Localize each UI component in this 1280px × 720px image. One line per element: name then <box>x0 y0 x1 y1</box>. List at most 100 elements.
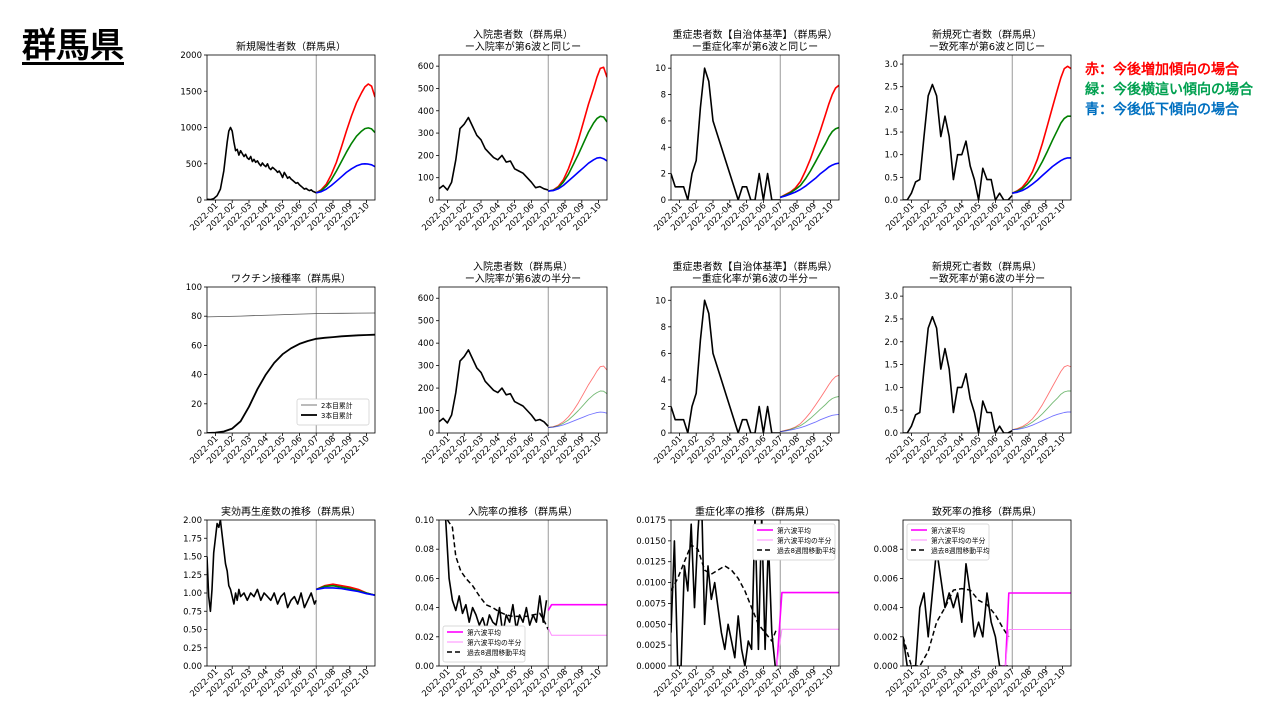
y-tick-label: 0.5 <box>884 173 898 183</box>
series-line-actual <box>439 349 549 427</box>
plot-frame <box>902 286 1072 434</box>
chart-deaths-same: 新規死亡者数（群馬県）ー致死率が第6波と同じー 0.0 0.5 1.0 1.5 2.0 2.… <box>884 28 1072 233</box>
legend-label: 2本目累計 <box>321 401 353 410</box>
y-tick-label: 100 <box>186 283 202 293</box>
chart-fatality-rate: 致死率の推移（群馬県）0.0000.0020.0040.0060.0082022… <box>874 505 1072 699</box>
plot-frame <box>670 54 840 201</box>
scenario-flat-label: 緑：今後横這い傾向の場合 <box>1085 82 1253 98</box>
chart-title: 致死率の推移（群馬県） <box>932 505 1042 518</box>
series-group <box>439 349 607 428</box>
y-tick-label: 0.0075 <box>636 599 666 609</box>
y-tick-label: 600 <box>418 294 434 304</box>
y-tick-label: 0 <box>429 429 434 439</box>
y-tick-label: 4 <box>661 376 666 386</box>
legend-box <box>296 398 370 426</box>
y-tick-label: 1000 <box>180 124 202 134</box>
chart-title: ー入院率が第6波と同じー <box>465 40 581 53</box>
y-tick-label: 2 <box>661 170 666 180</box>
series-line-decrease <box>316 587 375 596</box>
y-tick-label: 0.06 <box>415 574 434 584</box>
y-tick-label: 0.006 <box>874 574 898 584</box>
y-tick-label: 2.0 <box>884 105 898 115</box>
series-group <box>903 315 1071 433</box>
y-tick-label: 400 <box>418 339 434 349</box>
series-line-increase_light <box>1012 365 1071 431</box>
series-line-flat_light <box>780 396 839 433</box>
series-line-moving_avg <box>446 520 549 630</box>
series-line-moving_avg <box>671 544 778 642</box>
series-line-increase_light <box>780 374 839 433</box>
y-tick-label: 500 <box>186 160 202 170</box>
y-tick-label: 0 <box>197 429 202 439</box>
y-tick-label: 60 <box>191 341 202 351</box>
y-tick-label: 0.0 <box>884 429 898 439</box>
series-line-actual <box>439 116 549 191</box>
series-line-wave6 <box>1002 592 1071 666</box>
series-line-increase <box>548 66 607 192</box>
series-group <box>207 83 375 200</box>
legend-label: 第六波平均 <box>931 526 965 535</box>
chart-title: ー致死率が第6波と同じー <box>929 40 1045 53</box>
series-line-actual <box>903 315 1013 433</box>
scenario-increase-label: 赤：今後増加傾向の場合 <box>1085 62 1239 78</box>
series-group <box>207 312 375 433</box>
y-tick-label: 80 <box>191 312 202 322</box>
plot-frame <box>902 519 1072 667</box>
y-tick-label: 0.50 <box>183 626 202 636</box>
y-tick-label: 100 <box>418 407 434 417</box>
series-group <box>444 520 607 636</box>
y-tick-label: 0 <box>197 196 202 206</box>
plot-frame <box>438 54 608 201</box>
y-tick-label: 1.5 <box>884 361 898 371</box>
legend-label: 第六波平均 <box>777 526 811 535</box>
legend-label: 第六波平均の半分 <box>467 638 522 647</box>
series-group <box>671 67 839 200</box>
y-tick-label: 3.0 <box>884 60 898 70</box>
plot-frame <box>670 519 840 667</box>
series-line-increase <box>315 83 375 194</box>
series-group <box>439 66 607 192</box>
chart-rt: 実効再生産数の推移（群馬県） 0.00 0.25 0.50 0.75 1.00 1.25 1.… <box>183 505 376 699</box>
series-line-actual <box>903 83 1013 200</box>
legend-box <box>906 523 990 561</box>
chart-title: 入院率の推移（群馬県） <box>468 505 578 518</box>
series-line-decrease <box>1012 157 1071 194</box>
y-tick-label: 0.0025 <box>636 641 666 651</box>
y-tick-label: 0.0100 <box>636 579 666 589</box>
chart-new-cases: 新規陽性者数（群馬県）05001000150020002022-012022-0… <box>180 40 376 233</box>
y-tick-label: 500 <box>418 84 434 94</box>
series-line-flat_light <box>1012 390 1071 431</box>
series-line-moving_avg <box>903 587 1010 666</box>
y-tick-label: 0 <box>429 196 434 206</box>
chart-title: 新規死亡者数（群馬県） <box>932 260 1042 273</box>
y-tick-label: 1.5 <box>884 128 898 138</box>
series-line-actual <box>903 548 1008 666</box>
chart-title: 重症化率の推移（群馬県） <box>695 505 815 518</box>
chart-title: 重症患者数【自治体基準】（群馬県） <box>673 260 838 273</box>
y-tick-label: 20 <box>191 400 202 410</box>
series-group <box>671 299 839 433</box>
y-tick-label: 500 <box>418 317 434 327</box>
y-tick-label: 300 <box>418 362 434 372</box>
y-tick-label: 3.0 <box>884 292 898 302</box>
y-tick-label: 600 <box>418 62 434 72</box>
series-line-wave6_half <box>547 627 607 636</box>
legend-label: 過去8週間移動平均 <box>467 648 526 657</box>
series-line-decrease_light <box>1012 411 1071 431</box>
y-tick-label: 10 <box>655 296 666 306</box>
y-tick-label: 0.0000 <box>636 662 666 672</box>
y-tick-label: 0.25 <box>183 644 202 654</box>
y-tick-label: 2.5 <box>884 315 898 325</box>
y-tick-label: 1500 <box>180 87 202 97</box>
chart-title: 新規死亡者数（群馬県） <box>932 28 1042 41</box>
y-tick-label: 1.0 <box>884 383 898 393</box>
series-group <box>903 548 1071 666</box>
series-line-increase_light <box>548 365 607 428</box>
plot-frame <box>206 286 376 434</box>
y-tick-label: 0.5 <box>884 406 898 416</box>
series-line-flat <box>548 115 607 192</box>
legend-label: 第六波平均の半分 <box>777 536 832 545</box>
